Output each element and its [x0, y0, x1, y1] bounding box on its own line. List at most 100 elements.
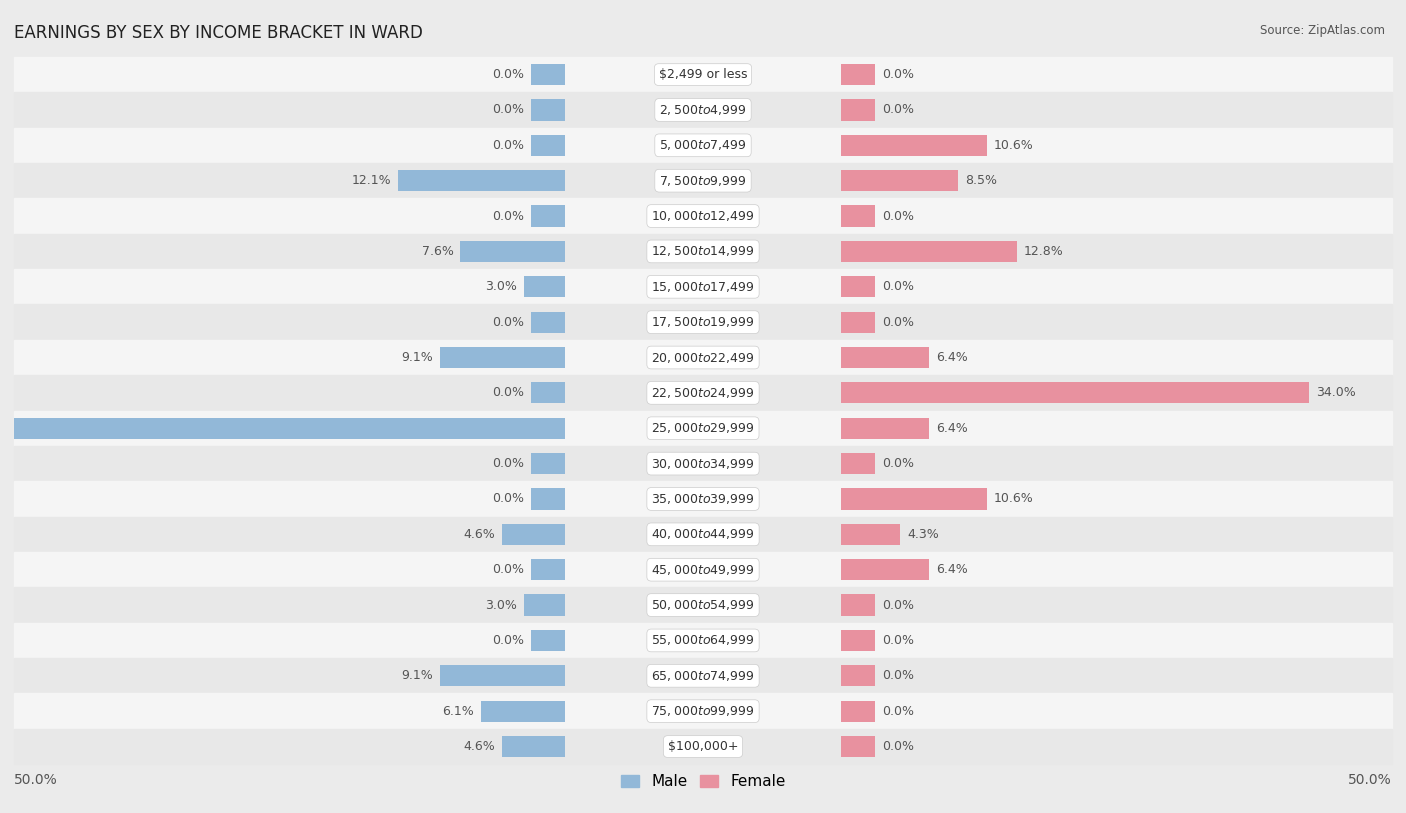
Text: $25,000 to $29,999: $25,000 to $29,999: [651, 421, 755, 435]
Text: 4.6%: 4.6%: [463, 740, 495, 753]
Bar: [14, 587, 1392, 623]
Text: $2,500 to $4,999: $2,500 to $4,999: [659, 103, 747, 117]
Text: 0.0%: 0.0%: [882, 705, 914, 718]
Text: 4.6%: 4.6%: [463, 528, 495, 541]
Legend: Male, Female: Male, Female: [614, 768, 792, 795]
Bar: [14, 693, 1392, 729]
Text: 9.1%: 9.1%: [401, 351, 433, 364]
Text: 0.0%: 0.0%: [882, 103, 914, 116]
Text: $75,000 to $99,999: $75,000 to $99,999: [651, 704, 755, 718]
Text: 50.0%: 50.0%: [14, 773, 58, 787]
Text: 9.1%: 9.1%: [401, 669, 433, 682]
Bar: [531, 64, 565, 85]
Text: Source: ZipAtlas.com: Source: ZipAtlas.com: [1260, 24, 1385, 37]
Text: 3.0%: 3.0%: [485, 598, 517, 611]
Bar: [841, 489, 987, 510]
Text: 0.0%: 0.0%: [882, 634, 914, 647]
Text: $17,500 to $19,999: $17,500 to $19,999: [651, 315, 755, 329]
Text: 34.0%: 34.0%: [1316, 386, 1355, 399]
Bar: [841, 170, 957, 191]
Text: $100,000+: $100,000+: [668, 740, 738, 753]
Text: 0.0%: 0.0%: [492, 139, 524, 152]
Text: $15,000 to $17,499: $15,000 to $17,499: [651, 280, 755, 293]
Bar: [14, 128, 1392, 163]
Bar: [524, 276, 565, 298]
Text: 0.0%: 0.0%: [492, 315, 524, 328]
Bar: [502, 524, 565, 545]
Text: $40,000 to $44,999: $40,000 to $44,999: [651, 528, 755, 541]
Bar: [841, 701, 875, 722]
Bar: [531, 382, 565, 403]
Bar: [841, 135, 987, 156]
Bar: [14, 729, 1392, 764]
Bar: [531, 311, 565, 333]
Bar: [14, 659, 1392, 693]
Bar: [531, 135, 565, 156]
Text: $55,000 to $64,999: $55,000 to $64,999: [651, 633, 755, 647]
Text: 12.8%: 12.8%: [1024, 245, 1064, 258]
Text: 0.0%: 0.0%: [492, 386, 524, 399]
Bar: [14, 376, 1392, 411]
Bar: [481, 701, 565, 722]
Bar: [841, 665, 875, 686]
Text: 0.0%: 0.0%: [492, 634, 524, 647]
Bar: [461, 241, 565, 262]
Bar: [841, 64, 875, 85]
Bar: [502, 736, 565, 757]
Bar: [14, 269, 1392, 304]
Text: 6.4%: 6.4%: [936, 422, 967, 435]
Text: $22,500 to $24,999: $22,500 to $24,999: [651, 386, 755, 400]
Text: 0.0%: 0.0%: [492, 68, 524, 81]
Bar: [841, 206, 875, 227]
Bar: [398, 170, 565, 191]
Bar: [841, 559, 929, 580]
Bar: [14, 233, 1392, 269]
Bar: [440, 347, 565, 368]
Text: 6.4%: 6.4%: [936, 351, 967, 364]
Bar: [841, 382, 1309, 403]
Text: 10.6%: 10.6%: [994, 139, 1033, 152]
Text: 0.0%: 0.0%: [492, 563, 524, 576]
Bar: [440, 665, 565, 686]
Bar: [841, 276, 875, 298]
Bar: [841, 736, 875, 757]
Text: $65,000 to $74,999: $65,000 to $74,999: [651, 669, 755, 683]
Text: $20,000 to $22,499: $20,000 to $22,499: [651, 350, 755, 364]
Bar: [14, 446, 1392, 481]
Bar: [524, 594, 565, 615]
Text: 6.1%: 6.1%: [443, 705, 474, 718]
Bar: [841, 630, 875, 651]
Text: $35,000 to $39,999: $35,000 to $39,999: [651, 492, 755, 506]
Bar: [14, 552, 1392, 587]
Text: $12,500 to $14,999: $12,500 to $14,999: [651, 245, 755, 259]
Bar: [14, 304, 1392, 340]
Text: $45,000 to $49,999: $45,000 to $49,999: [651, 563, 755, 576]
Text: 8.5%: 8.5%: [965, 174, 997, 187]
Text: $2,499 or less: $2,499 or less: [659, 68, 747, 81]
Text: 0.0%: 0.0%: [492, 210, 524, 223]
Bar: [841, 524, 900, 545]
Text: $7,500 to $9,999: $7,500 to $9,999: [659, 174, 747, 188]
Bar: [1, 418, 565, 439]
Bar: [14, 92, 1392, 128]
Text: 0.0%: 0.0%: [492, 103, 524, 116]
Bar: [14, 198, 1392, 234]
Bar: [531, 99, 565, 120]
Bar: [14, 340, 1392, 375]
Text: 0.0%: 0.0%: [492, 493, 524, 506]
Bar: [531, 206, 565, 227]
Text: 0.0%: 0.0%: [882, 280, 914, 293]
Bar: [14, 623, 1392, 659]
Text: 0.0%: 0.0%: [882, 740, 914, 753]
Bar: [14, 411, 1392, 446]
Bar: [531, 559, 565, 580]
Text: 0.0%: 0.0%: [882, 210, 914, 223]
Text: EARNINGS BY SEX BY INCOME BRACKET IN WARD: EARNINGS BY SEX BY INCOME BRACKET IN WAR…: [14, 24, 423, 42]
Bar: [841, 594, 875, 615]
Text: 7.6%: 7.6%: [422, 245, 454, 258]
Bar: [14, 481, 1392, 517]
Bar: [841, 99, 875, 120]
Text: 3.0%: 3.0%: [485, 280, 517, 293]
Bar: [14, 517, 1392, 552]
Bar: [841, 241, 1017, 262]
